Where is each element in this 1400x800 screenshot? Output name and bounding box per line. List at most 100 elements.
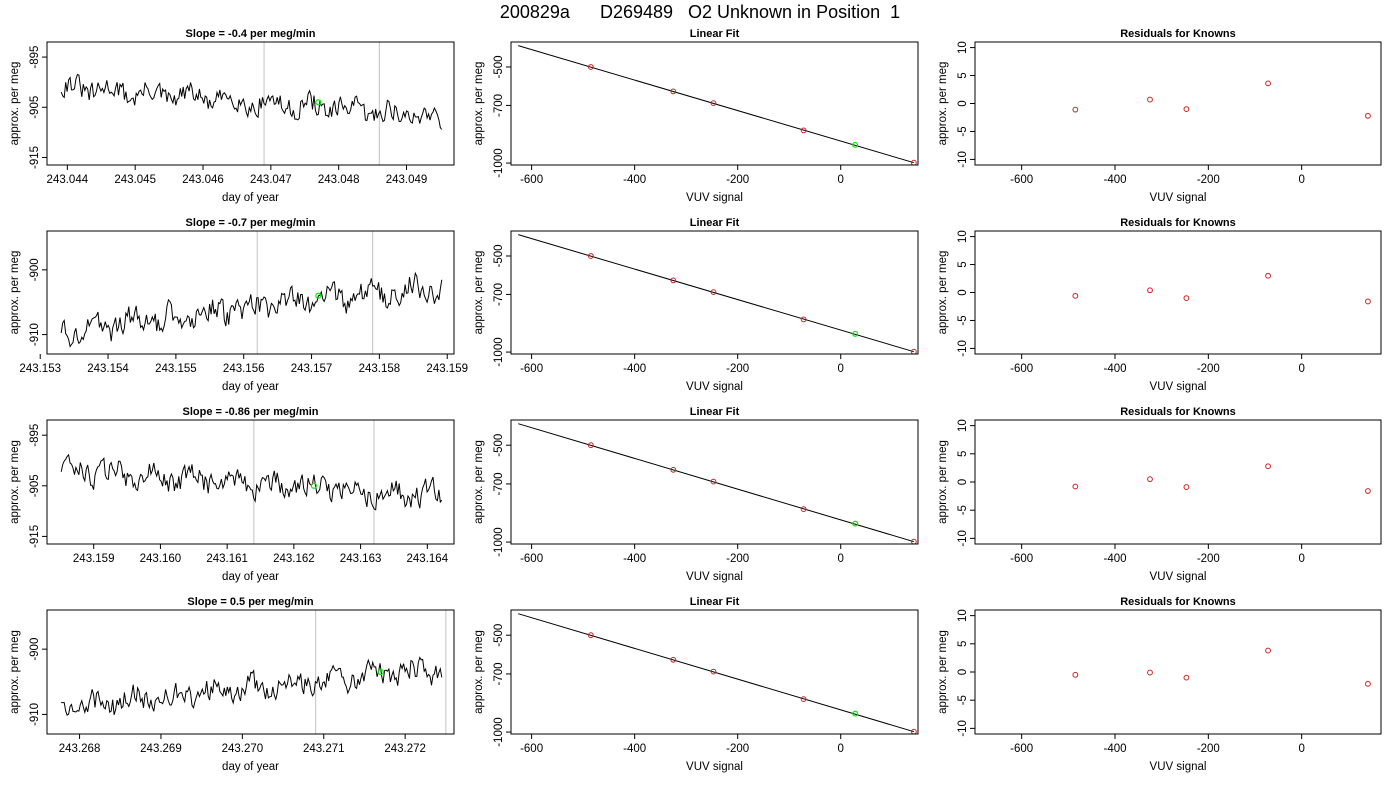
x-tick-label: -400: [1103, 363, 1126, 375]
x-axis-label: VUV signal: [686, 761, 743, 773]
y-tick-label: 5: [957, 261, 969, 267]
panel-frame: [46, 419, 455, 545]
y-axis-label: approx. per meg: [9, 630, 21, 714]
panel-title: Slope = -0.7 per meg/min: [186, 217, 316, 229]
known-point: [1265, 272, 1271, 279]
known-point: [1183, 106, 1190, 112]
x-tick-label: 243.157: [291, 363, 333, 375]
x-tick-label: -400: [1103, 174, 1126, 186]
x-axis-label: day of year: [222, 192, 279, 204]
known-point: [710, 289, 717, 296]
y-tick-label: 10: [957, 41, 969, 54]
x-tick-label: 243.048: [318, 174, 360, 186]
x-tick-label: -400: [1103, 743, 1126, 755]
unknown-point: [377, 668, 384, 676]
x-axis-label: VUV signal: [1150, 381, 1207, 393]
x-tick-label: -600: [520, 553, 543, 565]
panel-frame: [510, 230, 919, 355]
x-axis-label: day of year: [222, 571, 279, 583]
data-trace: [60, 453, 443, 511]
known-point: [587, 442, 594, 449]
y-tick-label: -5: [957, 126, 969, 136]
y-tick-label: -10: [957, 530, 969, 547]
x-tick-label: 243.046: [182, 174, 224, 186]
x-tick-label: -200: [1197, 174, 1220, 186]
x-tick-label: -200: [726, 553, 749, 565]
panel-title: Linear Fit: [690, 406, 740, 418]
unknown-point: [310, 482, 317, 489]
panel-title: Residuals for Knowns: [1120, 596, 1236, 608]
y-tick-label: -895: [29, 46, 41, 69]
x-tick-label: -400: [1103, 553, 1126, 565]
x-tick-label: 243.160: [140, 553, 182, 565]
panel-1-2: Linear Fit -600 -400 -200 0 -1000 -700 -500 VUV …: [473, 28, 919, 204]
x-axis-label: VUV signal: [1150, 192, 1207, 204]
panel-title: Linear Fit: [690, 596, 740, 608]
panel-3-1: Slope = -0.86 per meg/min 243.159 243.160 2…: [9, 406, 455, 583]
y-axis-label: approx. per meg: [473, 62, 485, 146]
known-point: [910, 159, 917, 165]
x-tick-label: 243.161: [206, 553, 248, 565]
panel-3-3: Residuals for Knowns -600 -400 -200 0 -10 -5 0 5…: [937, 406, 1382, 583]
x-tick-label: 243.270: [222, 743, 264, 755]
known-point: [1183, 484, 1190, 490]
unknown-point: [315, 292, 322, 299]
panel-frame: [974, 609, 1382, 735]
y-axis-label: approx. per meg: [937, 440, 949, 524]
y-tick-label: -910: [29, 703, 41, 726]
y-tick-label: -500: [493, 434, 505, 457]
known-point: [1147, 287, 1153, 294]
panel-frame: [974, 230, 1382, 355]
panel-frame: [510, 41, 919, 166]
known-point: [1072, 671, 1079, 678]
y-tick-label: -700: [493, 472, 505, 495]
x-tick-label: 243.162: [273, 553, 315, 565]
y-tick-label: 0: [957, 289, 969, 295]
x-tick-label: -200: [726, 743, 749, 755]
y-tick-label: -700: [493, 662, 505, 685]
known-point: [800, 696, 807, 703]
x-tick-label: -200: [1197, 363, 1220, 375]
x-tick-label: -400: [623, 174, 646, 186]
y-tick-label: 10: [957, 230, 969, 243]
plot-area: [518, 613, 917, 734]
unknown-point: [852, 710, 859, 717]
y-tick-label: 10: [957, 609, 969, 622]
y-tick-label: -10: [957, 151, 969, 168]
x-tick-label: -200: [726, 174, 749, 186]
panel-title: Residuals for Knowns: [1120, 28, 1236, 40]
known-point: [910, 348, 917, 354]
panel-4-3: Residuals for Knowns -600 -400 -200 0 -10 -5 0 5…: [937, 596, 1382, 773]
x-tick-label: 243.272: [384, 743, 426, 755]
x-tick-label: 243.163: [340, 553, 382, 565]
known-point: [1072, 292, 1079, 299]
panel-title: Linear Fit: [690, 217, 740, 229]
plot-area: [60, 231, 443, 354]
known-point: [670, 277, 677, 284]
y-tick-label: -910: [29, 323, 41, 346]
x-axis-label: day of year: [222, 761, 279, 773]
x-tick-label: -400: [623, 743, 646, 755]
x-tick-label: -600: [520, 174, 543, 186]
x-axis-label: day of year: [222, 381, 279, 393]
y-tick-label: -915: [29, 146, 41, 169]
y-tick-label: 5: [957, 72, 969, 78]
unknown-point: [852, 520, 859, 527]
panel-title: Slope = -0.4 per meg/min: [186, 28, 316, 40]
plot-area: [518, 45, 917, 165]
known-point: [800, 127, 807, 134]
x-axis-label: VUV signal: [686, 192, 743, 204]
panel-3-2: Linear Fit -600 -400 -200 0 -1000 -700 -500 VUV …: [473, 406, 919, 583]
panel-frame: [510, 419, 919, 545]
y-tick-label: -700: [493, 283, 505, 306]
data-trace: [60, 73, 443, 130]
x-axis-label: VUV signal: [1150, 761, 1207, 773]
known-point: [1183, 295, 1190, 301]
x-tick-label: 243.044: [47, 174, 89, 186]
plot-area: [1072, 647, 1371, 687]
plot-area: [60, 420, 443, 544]
panel-title: Residuals for Knowns: [1120, 217, 1236, 229]
x-tick-label: -200: [1197, 553, 1220, 565]
x-tick-label: 243.154: [87, 363, 129, 375]
figure-title: 200829a D269489 O2 Unknown in Position 1: [499, 2, 901, 22]
